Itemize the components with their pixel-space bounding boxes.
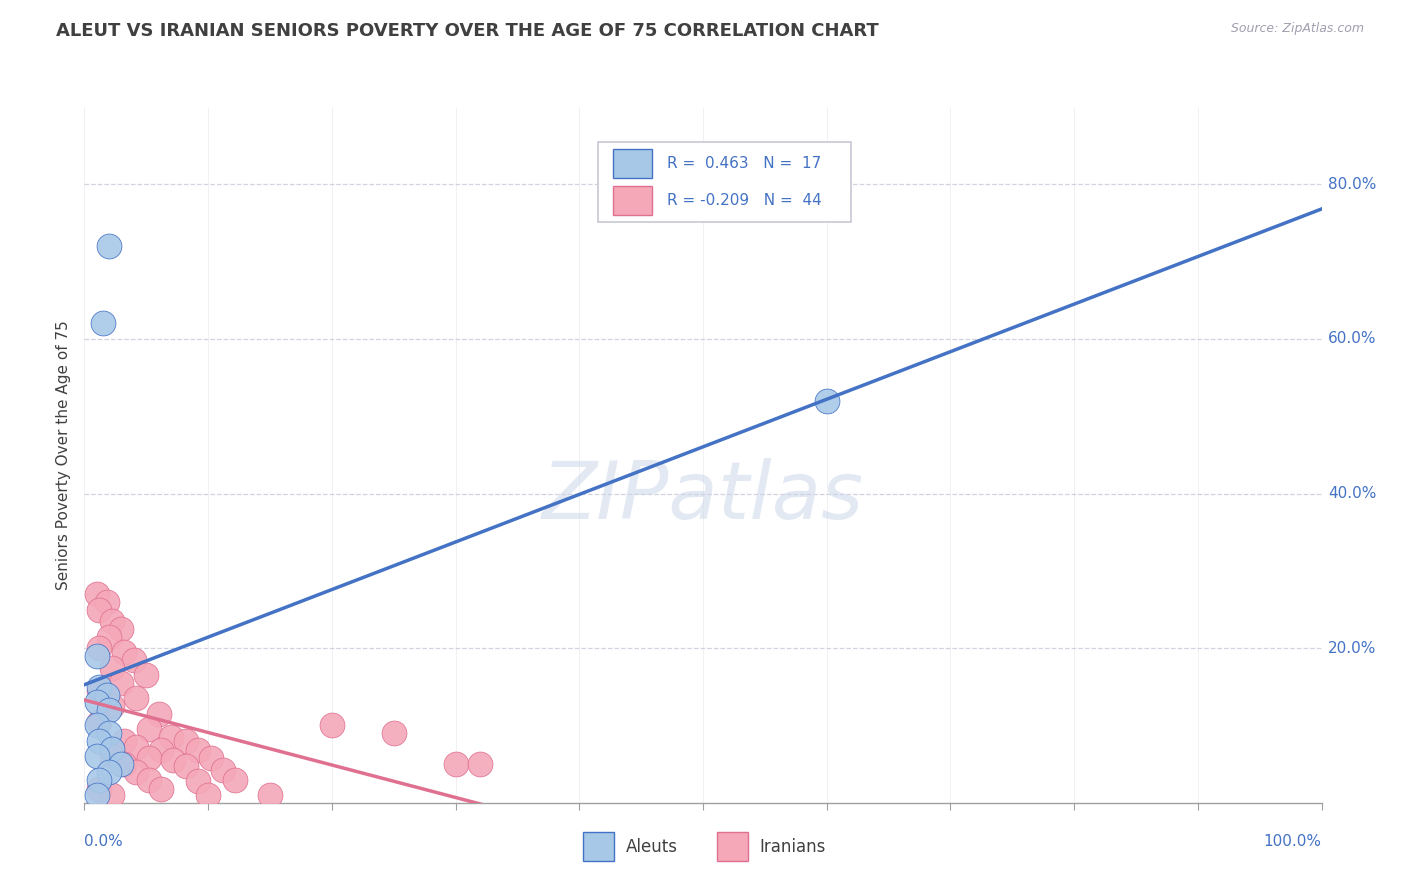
Point	[112, 734, 135, 748]
Point	[110, 757, 132, 772]
Text: 20.0%: 20.0%	[1327, 640, 1376, 656]
Text: 40.0%: 40.0%	[1327, 486, 1376, 501]
FancyBboxPatch shape	[613, 149, 652, 178]
Point	[100, 614, 122, 628]
Point	[125, 740, 148, 755]
Point	[444, 757, 467, 772]
Y-axis label: Seniors Poverty Over the Age of 75: Seniors Poverty Over the Age of 75	[56, 320, 72, 590]
Point	[112, 757, 135, 772]
Point	[98, 703, 121, 717]
Text: R = -0.209   N =  44: R = -0.209 N = 44	[666, 193, 823, 208]
Point	[470, 757, 492, 772]
Point	[89, 772, 111, 787]
Point	[89, 680, 111, 694]
Point	[100, 749, 122, 764]
Point	[125, 764, 148, 779]
Point	[135, 668, 157, 682]
Point	[89, 734, 111, 748]
Point	[197, 788, 219, 802]
FancyBboxPatch shape	[598, 142, 852, 222]
Point	[110, 622, 132, 636]
Point	[91, 317, 114, 331]
Point	[86, 648, 108, 663]
Point	[112, 645, 135, 659]
Point	[148, 706, 170, 721]
Point	[86, 749, 108, 764]
Point	[98, 239, 121, 253]
FancyBboxPatch shape	[613, 186, 652, 215]
Point	[321, 718, 343, 732]
Point	[100, 699, 122, 714]
Point	[86, 587, 108, 601]
Point	[86, 788, 108, 802]
Text: Aleuts: Aleuts	[626, 838, 678, 855]
Point	[98, 764, 121, 779]
Point	[96, 688, 118, 702]
Point	[86, 718, 108, 732]
Text: ALEUT VS IRANIAN SENIORS POVERTY OVER THE AGE OF 75 CORRELATION CHART: ALEUT VS IRANIAN SENIORS POVERTY OVER TH…	[56, 22, 879, 40]
Point	[150, 743, 173, 757]
Point	[187, 774, 209, 789]
Point	[96, 595, 118, 609]
Point	[100, 741, 122, 756]
Point	[100, 788, 122, 802]
Point	[89, 683, 111, 698]
Point	[174, 758, 197, 772]
Point	[98, 726, 121, 740]
Point	[200, 751, 222, 765]
Point	[89, 641, 111, 656]
Point	[122, 653, 145, 667]
Point	[382, 726, 405, 740]
Point	[138, 723, 160, 737]
Point	[815, 393, 838, 408]
Point	[224, 772, 246, 787]
Point	[259, 788, 281, 802]
Text: Source: ZipAtlas.com: Source: ZipAtlas.com	[1230, 22, 1364, 36]
Point	[86, 695, 108, 709]
Text: ZIPatlas: ZIPatlas	[541, 458, 865, 536]
Point	[125, 691, 148, 706]
Point	[150, 781, 173, 796]
Point	[138, 751, 160, 765]
Point	[89, 714, 111, 729]
Point	[89, 602, 111, 616]
Text: Iranians: Iranians	[759, 838, 825, 855]
Point	[98, 630, 121, 644]
Text: 100.0%: 100.0%	[1264, 834, 1322, 849]
Text: 80.0%: 80.0%	[1327, 177, 1376, 192]
Point	[162, 753, 184, 767]
Text: 0.0%: 0.0%	[84, 834, 124, 849]
Point	[89, 781, 111, 796]
Point	[100, 660, 122, 674]
Text: 60.0%: 60.0%	[1327, 332, 1376, 346]
Point	[110, 676, 132, 690]
Point	[174, 734, 197, 748]
Point	[160, 730, 183, 744]
Point	[187, 743, 209, 757]
Text: R =  0.463   N =  17: R = 0.463 N = 17	[666, 156, 821, 171]
Point	[212, 764, 235, 778]
Point	[138, 772, 160, 787]
